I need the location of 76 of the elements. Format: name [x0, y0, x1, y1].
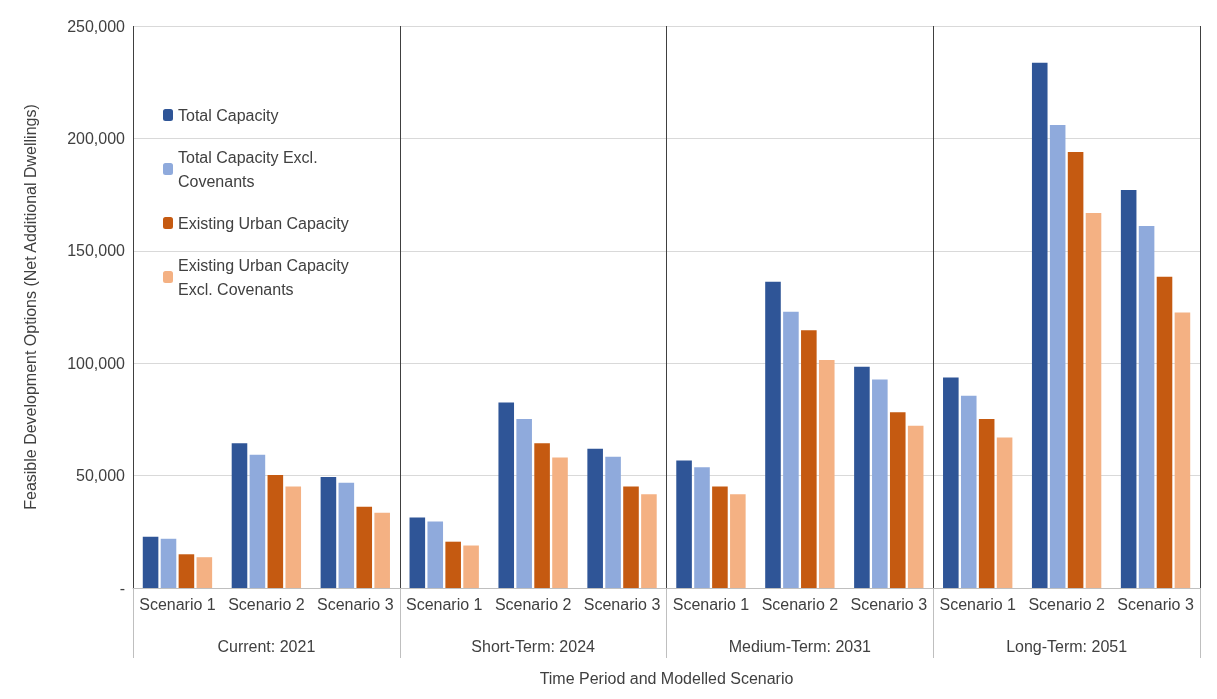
bar — [605, 456, 621, 588]
bar — [765, 281, 781, 588]
bar — [1031, 62, 1048, 588]
bar — [783, 311, 799, 588]
bar — [196, 557, 213, 588]
bar — [854, 366, 870, 588]
bar — [1156, 276, 1173, 588]
bar — [374, 512, 390, 588]
x-tick-label: Scenario 2 — [1028, 595, 1105, 613]
bar — [160, 538, 177, 588]
bar — [943, 377, 959, 588]
bar — [320, 476, 337, 588]
text: Short-Term: 2024 — [471, 637, 596, 655]
bar — [552, 457, 568, 588]
bar — [249, 454, 266, 588]
y-tick-label: 250,000 — [67, 17, 126, 35]
bar — [142, 536, 159, 588]
bar — [1138, 226, 1155, 588]
bar — [516, 418, 532, 588]
bar — [587, 448, 603, 588]
text: Long-Term: 2051 — [1006, 637, 1128, 655]
bar — [356, 506, 373, 588]
legend-label: Existing Urban Capacity Excl. Covenants — [178, 256, 354, 298]
bar — [694, 467, 710, 588]
bar — [498, 402, 515, 588]
x-tick-label: Scenario 1 — [405, 595, 483, 613]
y-tick-label: - — [119, 579, 125, 597]
x-tick-label: Scenario 2 — [228, 595, 305, 613]
bar — [463, 545, 479, 588]
legend-label: Total Capacity Excl. Covenants — [178, 148, 323, 190]
x-tick-label: Scenario 1 — [939, 595, 1017, 613]
x-tick-label: Scenario 1 — [139, 595, 216, 613]
bar — [267, 474, 284, 588]
bar — [1067, 151, 1084, 588]
bar — [534, 443, 550, 588]
x-tick-label: Scenario 3 — [317, 595, 394, 613]
bar — [907, 425, 924, 588]
bar — [641, 494, 657, 588]
y-axis-title: Feasible Development Options (Net Additional Dwellings) — [21, 104, 39, 510]
bar — [730, 494, 746, 588]
y-tick-label: 200,000 — [67, 129, 126, 147]
bar — [178, 554, 195, 588]
bar — [1120, 190, 1137, 588]
bar — [1085, 213, 1102, 588]
bar — [1174, 312, 1191, 588]
x-tick-label: Scenario 3 — [850, 595, 928, 613]
bar — [338, 482, 355, 588]
bar — [285, 486, 302, 588]
bar — [712, 486, 728, 588]
bar — [978, 418, 995, 588]
x-tick-label: Scenario 1 — [672, 595, 750, 613]
bar — [1049, 124, 1066, 588]
bar — [872, 379, 888, 588]
text: Medium-Term: 2031 — [728, 637, 872, 655]
legend-label: Total Capacity — [178, 106, 279, 124]
x-tick-label: Scenario 3 — [1117, 595, 1194, 613]
bar — [676, 460, 692, 588]
y-tick-label: 100,000 — [67, 354, 126, 372]
bar — [889, 412, 906, 588]
bar — [801, 330, 817, 588]
bar — [960, 395, 977, 588]
legend-label: Existing Urban Capacity — [178, 214, 349, 232]
y-tick-label: 50,000 — [76, 467, 126, 485]
bar — [818, 360, 835, 588]
x-tick-label: Scenario 3 — [583, 595, 661, 613]
bar — [445, 541, 461, 588]
x-tick-label: Scenario 2 — [494, 595, 572, 613]
y-tick-label: 150,000 — [67, 242, 126, 260]
x-axis-title: Time Period and Modelled Scenario — [539, 669, 794, 687]
bar — [996, 437, 1013, 588]
bar — [427, 521, 444, 588]
bar — [409, 517, 426, 588]
text: Current: 2021 — [217, 637, 316, 655]
bar — [623, 486, 639, 588]
x-tick-label: Scenario 2 — [761, 595, 839, 613]
bar — [231, 443, 248, 588]
